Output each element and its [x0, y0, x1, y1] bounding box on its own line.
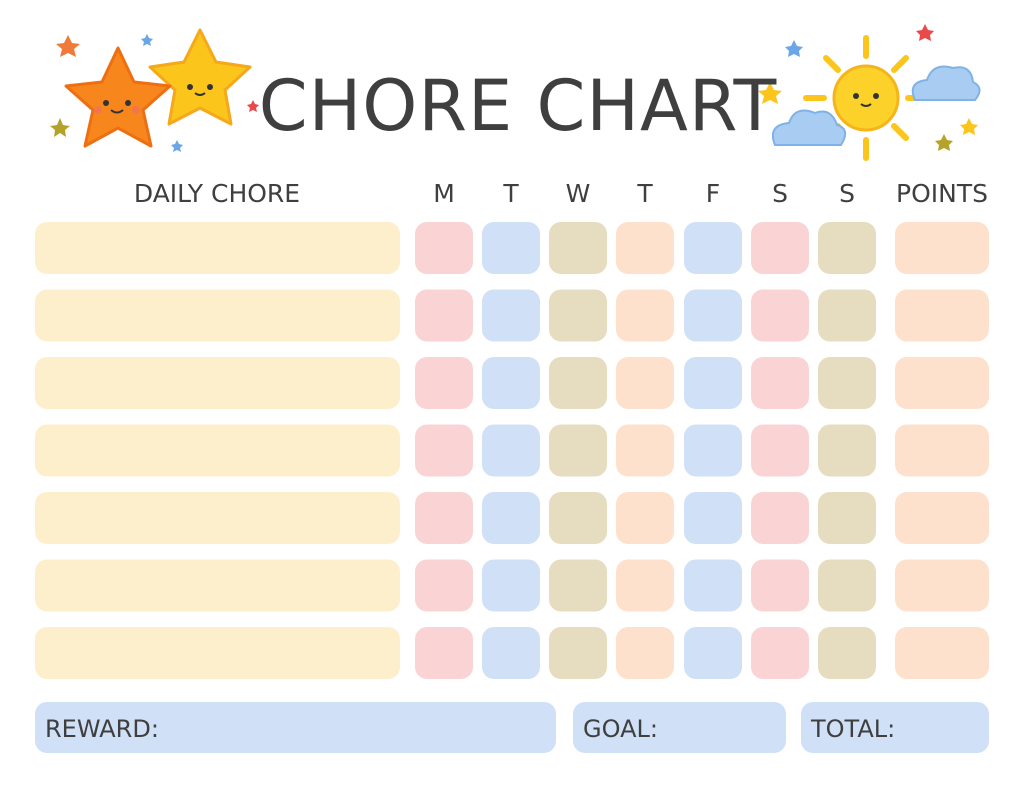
- field-label: REWARD:: [45, 715, 159, 743]
- blank-cell: [35, 627, 400, 679]
- blank-cell: [684, 424, 742, 477]
- blank-cell: [684, 357, 742, 409]
- blank-cell: [482, 559, 540, 612]
- blank-cell: [415, 424, 473, 477]
- column-header: POINTS: [896, 179, 988, 208]
- column-header: T: [636, 179, 653, 208]
- chore-table: DAILY CHORE M T W T F S S POINTS: [35, 179, 989, 679]
- blank-cell: [616, 222, 674, 274]
- column-header: W: [566, 179, 591, 208]
- footer-fields: REWARD: GOAL: TOTAL:: [35, 702, 989, 753]
- blank-cell: [895, 559, 989, 612]
- blank-cell: [818, 492, 876, 544]
- blank-cell: [482, 222, 540, 274]
- blank-cell: [482, 492, 540, 544]
- blank-cell: [684, 627, 742, 679]
- blank-cell: [616, 627, 674, 679]
- blank-cell: [818, 289, 876, 342]
- blank-cell: [549, 289, 607, 342]
- sun-decoration: [758, 24, 981, 161]
- blank-cell: [549, 492, 607, 544]
- blank-cell: [35, 424, 400, 477]
- blank-cell: [549, 627, 607, 679]
- blank-cell: [616, 357, 674, 409]
- blank-cell: [684, 289, 742, 342]
- blank-cell: [35, 559, 400, 612]
- blank-cell: [751, 357, 809, 409]
- blank-cell: [818, 424, 876, 477]
- blank-cell: [818, 222, 876, 274]
- field-label: TOTAL:: [810, 715, 895, 743]
- blank-cell: [751, 289, 809, 342]
- column-header: DAILY CHORE: [134, 179, 300, 208]
- field-box: [35, 702, 556, 753]
- blank-cell: [684, 222, 742, 274]
- title: CHORE CHART: [259, 65, 777, 147]
- blank-cell: [415, 492, 473, 544]
- blank-cell: [895, 424, 989, 477]
- blank-cell: [415, 559, 473, 612]
- blank-cell: [751, 222, 809, 274]
- blank-cell: [818, 357, 876, 409]
- blank-cell: [751, 627, 809, 679]
- blank-cell: [751, 559, 809, 612]
- blank-cell: [616, 492, 674, 544]
- blank-cell: [549, 559, 607, 612]
- blank-cell: [482, 357, 540, 409]
- blank-cell: [549, 222, 607, 274]
- blank-cell: [818, 627, 876, 679]
- field-label: GOAL:: [583, 715, 658, 743]
- blank-cell: [616, 559, 674, 612]
- field-box: [573, 702, 786, 753]
- blank-cell: [818, 559, 876, 612]
- blank-cell: [895, 289, 989, 342]
- column-header: M: [433, 179, 455, 208]
- blank-cell: [35, 492, 400, 544]
- blank-cell: [684, 492, 742, 544]
- blank-cell: [35, 222, 400, 274]
- blank-cell: [684, 559, 742, 612]
- blank-cell: [895, 222, 989, 274]
- stars-decoration: [50, 28, 259, 152]
- column-header: S: [839, 179, 855, 208]
- blank-cell: [415, 357, 473, 409]
- blank-cell: [415, 222, 473, 274]
- blank-cell: [895, 492, 989, 544]
- blank-cell: [415, 289, 473, 342]
- blank-cell: [751, 492, 809, 544]
- column-header: S: [772, 179, 788, 208]
- blank-cell: [415, 627, 473, 679]
- blank-cell: [895, 627, 989, 679]
- column-header: F: [706, 179, 720, 208]
- column-header: T: [502, 179, 519, 208]
- blank-cell: [549, 357, 607, 409]
- blank-cell: [482, 627, 540, 679]
- blank-cell: [35, 289, 400, 342]
- blank-cell: [616, 289, 674, 342]
- blank-cell: [35, 357, 400, 409]
- blank-cell: [549, 424, 607, 477]
- blank-cell: [482, 289, 540, 342]
- blank-cell: [895, 357, 989, 409]
- blank-cell: [616, 424, 674, 477]
- field-box: [801, 702, 989, 753]
- blank-cell: [751, 424, 809, 477]
- blank-cell: [482, 424, 540, 477]
